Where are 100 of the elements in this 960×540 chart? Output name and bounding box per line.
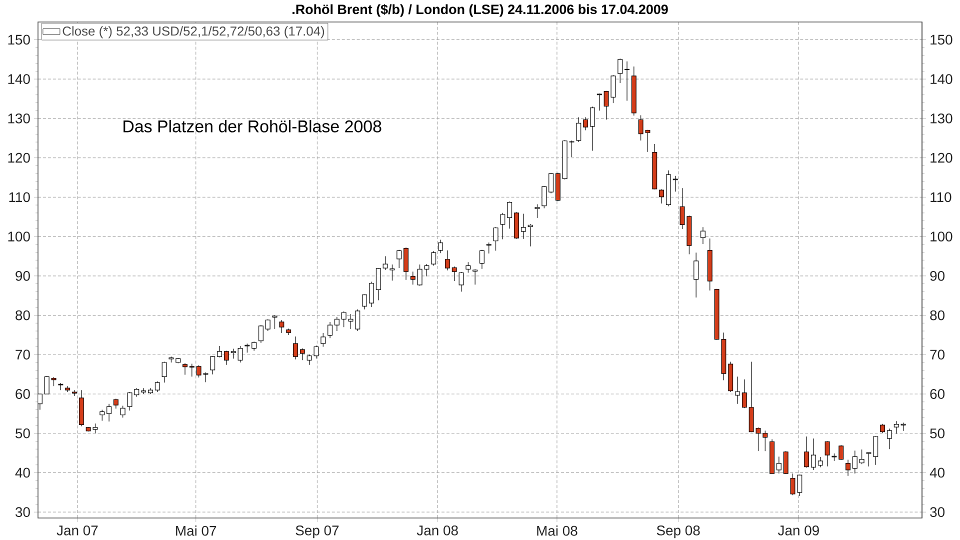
candlestick	[334, 316, 340, 332]
candlestick	[444, 250, 450, 271]
candlestick	[576, 116, 582, 142]
candlestick	[852, 450, 858, 474]
y2-tick-label: 50	[930, 428, 945, 438]
candlestick	[894, 420, 899, 434]
chart-title: .Rohöl Brent ($/b) / London (LSE) 24.11.2006 bis 17.04.2009	[292, 4, 668, 17]
y-tick-label: 50	[16, 428, 30, 438]
y2-tick-label: 100	[930, 232, 952, 242]
candlestick	[141, 388, 146, 394]
candlestick	[106, 404, 112, 422]
candlestick	[590, 106, 595, 152]
y2-tick-label: 120	[930, 152, 952, 163]
y-tick-label: 110	[9, 192, 30, 202]
y2-tick-label: 90	[930, 270, 945, 281]
candlestick	[328, 322, 333, 338]
candlestick	[182, 362, 188, 376]
candlestick	[238, 346, 243, 363]
candlestick	[783, 450, 788, 474]
candlestick	[410, 271, 416, 285]
candlestick	[480, 250, 484, 270]
y-tick-label: 30	[16, 507, 30, 518]
y2-tick-label: 60	[930, 389, 945, 399]
x-tick-label: Jan 09	[778, 526, 819, 536]
candlestick	[866, 452, 872, 467]
candlestick	[624, 61, 630, 102]
y2-tick-label: 40	[930, 468, 945, 478]
candlestick	[100, 409, 105, 422]
x-tick-label: Jan 08	[416, 526, 458, 536]
candlestick	[735, 376, 740, 404]
candlestick	[886, 428, 892, 450]
candlestick	[672, 176, 678, 192]
x-tick-label: Mai 07	[176, 526, 216, 536]
candlestick	[265, 318, 270, 332]
x-tick-label: Sep 08	[656, 526, 700, 538]
y-tick-label: 120	[8, 152, 30, 163]
candlestick	[486, 242, 492, 254]
candlestick	[700, 226, 706, 244]
y-tick-label: 100	[8, 232, 30, 242]
y-tick-label: 150	[8, 34, 30, 45]
candlestick	[873, 436, 878, 466]
candlestick	[252, 341, 257, 351]
x-tick-label: Sep 07	[296, 526, 339, 538]
candlestick	[859, 449, 864, 464]
y-tick-label: 60	[16, 389, 30, 399]
candlestick	[120, 406, 126, 418]
candlestick	[369, 282, 374, 308]
candlestick	[279, 320, 284, 334]
y2-tick-label: 150	[930, 34, 952, 45]
candlestick	[548, 172, 554, 194]
candlestick	[569, 140, 574, 158]
y2-tick-label: 80	[930, 310, 945, 320]
candlestick	[838, 444, 844, 460]
candlestick	[659, 188, 664, 204]
x-tick-label: Jan 07	[56, 526, 98, 536]
candlestick	[818, 456, 823, 468]
candlestick	[466, 262, 471, 274]
candlestick	[694, 252, 699, 298]
candlestick	[493, 226, 498, 252]
y-tick-label: 140	[8, 74, 30, 84]
candlestick	[300, 348, 305, 360]
annotation: Das Platzen der Rohöl-Blase 2008	[124, 120, 382, 132]
candlestick	[189, 363, 194, 377]
candlestick	[362, 294, 368, 310]
candlestick	[404, 247, 408, 280]
candlestick	[520, 213, 526, 240]
y2-tick-label: 70	[930, 350, 945, 360]
candlestick	[762, 430, 768, 452]
candlestick	[846, 459, 850, 476]
y2-tick-label: 30	[930, 507, 945, 518]
candlestick	[528, 224, 533, 247]
y-tick-label: 70	[16, 350, 30, 360]
candlestick	[230, 348, 236, 359]
y-tick-label: 130	[8, 113, 30, 124]
candlestick	[72, 390, 77, 396]
candlestick	[880, 424, 886, 434]
candlestick	[500, 212, 506, 240]
candlestick	[244, 343, 250, 353]
candlestick	[396, 250, 402, 268]
candlestick	[534, 204, 540, 218]
x-tick-label: Mai 08	[537, 526, 578, 536]
candlestick	[390, 264, 395, 281]
candlestick	[376, 268, 381, 301]
candlestick	[583, 116, 588, 131]
candlestick	[272, 314, 278, 330]
y-tick-label: 90	[16, 270, 30, 281]
candlestick	[458, 272, 464, 292]
candlestick	[507, 201, 512, 229]
y-tick-label: 40	[15, 468, 30, 478]
candlestick	[438, 239, 444, 254]
candlestick	[618, 58, 623, 84]
candlestick	[382, 256, 388, 270]
candlestick	[742, 379, 747, 408]
candlestick	[320, 332, 326, 348]
candlestick	[804, 436, 810, 468]
y-tick-label: 80	[16, 310, 30, 320]
candlestick	[217, 346, 222, 358]
candlestick	[824, 440, 830, 467]
candlestick	[210, 356, 216, 375]
candlestick	[811, 438, 816, 470]
